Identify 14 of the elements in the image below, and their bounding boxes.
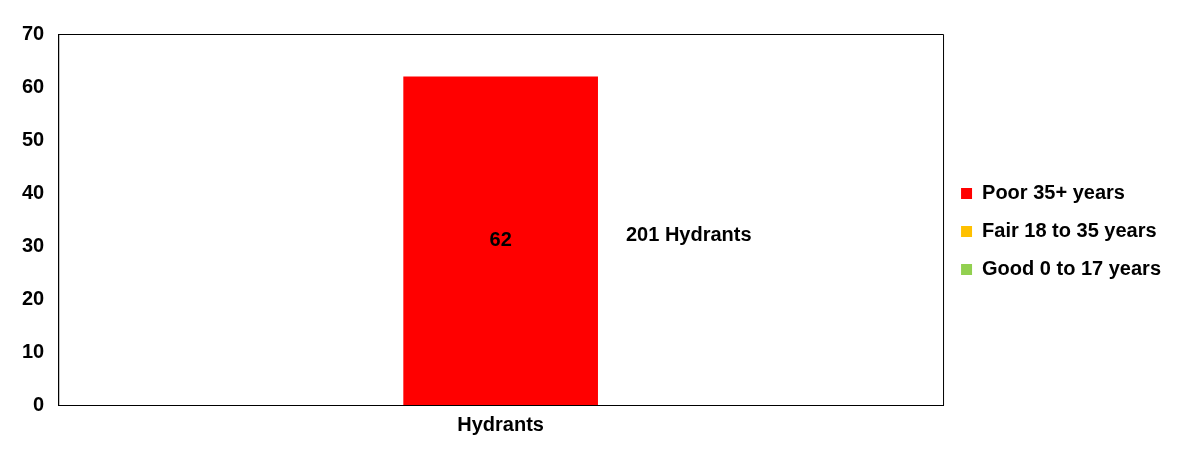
annotation: 201 Hydrants: [625, 222, 752, 245]
y-tick-label: 70: [22, 21, 45, 44]
y-tick-label: 10: [22, 339, 45, 362]
legend-label: Fair 18 to 35 years: [982, 219, 1157, 242]
legend-label: Good 0 to 17 years: [982, 257, 1162, 280]
y-tick-label: 30: [22, 233, 45, 256]
y-tick-label: 40: [22, 180, 45, 203]
y-tick-label: 60: [22, 74, 45, 97]
x-tick-label: Hydrants: [457, 412, 544, 435]
y-tick-label: 50: [22, 127, 45, 150]
data-label: 62: [489, 228, 512, 251]
y-tick-label: 20: [22, 286, 45, 309]
y-tick-label: 0: [33, 392, 45, 415]
legend-label: Poor 35+ years: [982, 181, 1125, 204]
